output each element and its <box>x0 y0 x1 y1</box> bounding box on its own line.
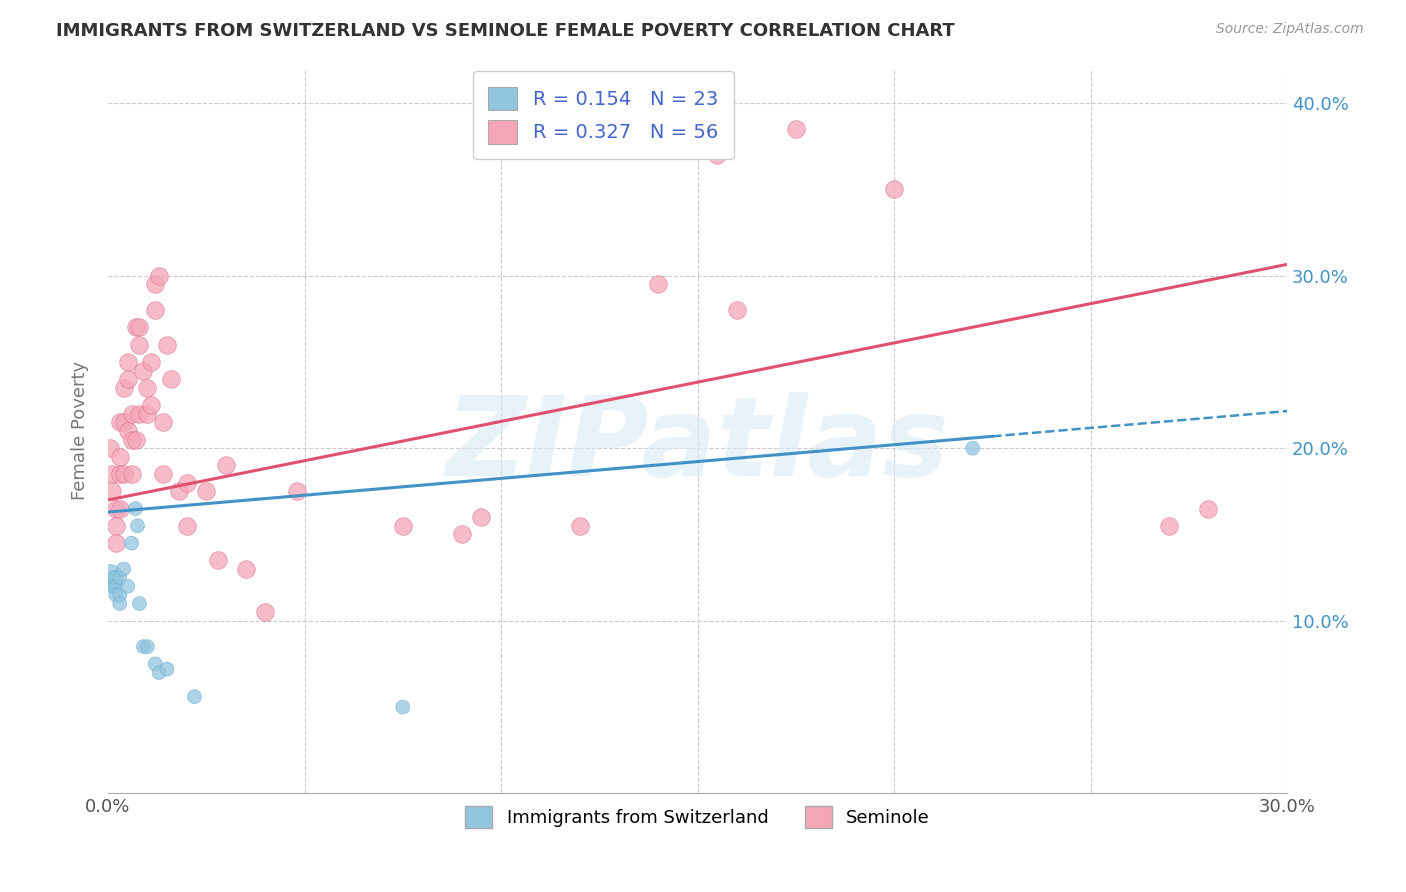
Point <box>391 700 413 714</box>
Point <box>235 562 257 576</box>
Point <box>117 424 139 438</box>
Y-axis label: Female Poverty: Female Poverty <box>72 361 89 500</box>
Point <box>117 372 139 386</box>
Point <box>1159 519 1181 533</box>
Point <box>121 433 143 447</box>
Point <box>207 553 229 567</box>
Point <box>112 562 135 576</box>
Point <box>108 450 131 464</box>
Point <box>104 501 127 516</box>
Text: Source: ZipAtlas.com: Source: ZipAtlas.com <box>1216 22 1364 37</box>
Point <box>470 510 492 524</box>
Point <box>128 407 150 421</box>
Point <box>183 690 205 704</box>
Point <box>132 363 155 377</box>
Point <box>108 467 131 481</box>
Point <box>706 148 728 162</box>
Point <box>124 320 146 334</box>
Legend: Immigrants from Switzerland, Seminole: Immigrants from Switzerland, Seminole <box>458 798 936 835</box>
Point <box>108 588 131 602</box>
Point <box>128 337 150 351</box>
Point <box>962 441 984 455</box>
Point <box>101 467 124 481</box>
Point <box>148 268 170 283</box>
Point <box>176 475 198 490</box>
Point <box>647 277 669 292</box>
Point <box>883 182 905 196</box>
Point <box>568 519 591 533</box>
Point <box>101 484 124 499</box>
Point <box>98 571 121 585</box>
Point <box>104 588 127 602</box>
Point <box>160 372 183 386</box>
Point <box>132 640 155 654</box>
Point <box>136 640 159 654</box>
Point <box>136 381 159 395</box>
Point <box>112 381 135 395</box>
Point <box>450 527 472 541</box>
Point <box>117 579 139 593</box>
Point <box>785 122 807 136</box>
Point <box>725 303 748 318</box>
Point <box>108 415 131 429</box>
Point <box>143 277 166 292</box>
Point <box>128 320 150 334</box>
Point <box>152 415 174 429</box>
Point <box>104 579 127 593</box>
Point <box>108 501 131 516</box>
Point <box>156 337 179 351</box>
Point <box>195 484 218 499</box>
Point <box>104 571 127 585</box>
Point <box>391 519 413 533</box>
Point <box>148 665 170 680</box>
Point <box>167 484 190 499</box>
Point <box>143 657 166 671</box>
Point <box>124 501 146 516</box>
Text: IMMIGRANTS FROM SWITZERLAND VS SEMINOLE FEMALE POVERTY CORRELATION CHART: IMMIGRANTS FROM SWITZERLAND VS SEMINOLE … <box>56 22 955 40</box>
Point <box>1198 501 1220 516</box>
Point <box>121 467 143 481</box>
Point <box>117 355 139 369</box>
Point <box>285 484 308 499</box>
Point <box>156 662 179 676</box>
Point <box>143 303 166 318</box>
Point <box>215 458 238 473</box>
Point <box>112 467 135 481</box>
Point <box>136 407 159 421</box>
Point <box>128 597 150 611</box>
Point <box>127 519 149 533</box>
Point <box>254 605 277 619</box>
Point <box>101 579 124 593</box>
Text: ZIPatlas: ZIPatlas <box>446 392 949 499</box>
Point <box>108 571 131 585</box>
Point <box>112 415 135 429</box>
Point <box>121 407 143 421</box>
Point <box>176 519 198 533</box>
Point <box>104 536 127 550</box>
Point <box>103 571 125 585</box>
Point <box>141 398 163 412</box>
Point <box>104 519 127 533</box>
Point <box>121 536 143 550</box>
Point <box>98 441 121 455</box>
Point <box>141 355 163 369</box>
Point <box>108 597 131 611</box>
Point <box>124 433 146 447</box>
Point <box>152 467 174 481</box>
